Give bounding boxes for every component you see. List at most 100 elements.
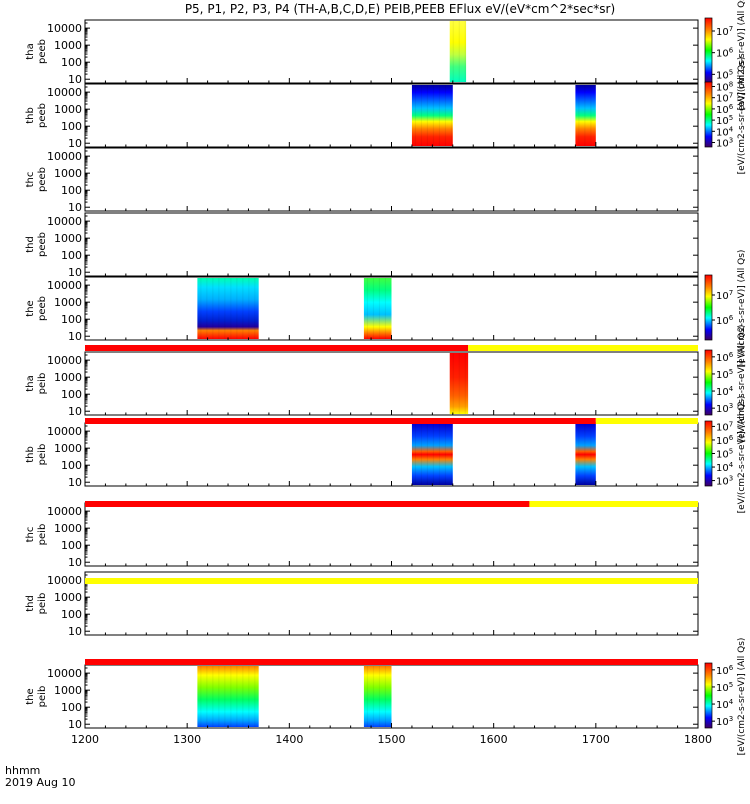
block-texture-stripe (464, 21, 466, 82)
panel-frame (84, 502, 699, 567)
block-texture-stripe (444, 424, 446, 485)
colorbar-scale (704, 274, 713, 341)
panel-label-probe: thc (25, 172, 36, 188)
y-tick-label: 10 (68, 718, 82, 731)
panel-label-product: peib (37, 524, 48, 546)
block-texture-stripe (254, 666, 256, 727)
colorbar-tick-label: 104 (716, 385, 734, 398)
panel-label-product: peib (37, 686, 48, 708)
colorbar-tick-label: 104 (716, 698, 734, 711)
spectrogram-block (197, 278, 259, 339)
colorbar-tick-label: 106 (716, 351, 734, 364)
spectrogram-block (197, 666, 259, 727)
date-label: 2019 Aug 10 (5, 776, 75, 789)
colorbar-label: [eV/(cm2-s-sr-eV)] (All Qs) (737, 250, 747, 368)
y-tick-label: 10000 (47, 86, 82, 99)
y-tick-label: 100 (61, 313, 82, 326)
y-tick-label: 1000 (54, 371, 82, 384)
block-texture-stripe (578, 424, 580, 485)
y-tick-label: 1000 (54, 442, 82, 455)
y-tick-label: 100 (61, 539, 82, 552)
colorbar-label: [eV/(cm2-s-sr-eV)] (All Qs) (737, 0, 747, 110)
spectrogram-block (363, 278, 392, 339)
x-tick-label: 1600 (480, 733, 508, 746)
block-texture-stripe (578, 85, 580, 146)
panel-thc-peib: 10 100 1000 10000 thc peib (25, 502, 699, 569)
block-texture-stripe (212, 278, 214, 339)
y-tick-label: 10000 (47, 425, 82, 438)
y-tick-label: 10000 (47, 354, 82, 367)
status-segment-red (85, 418, 596, 424)
block-texture-stripe (384, 666, 386, 727)
block-texture-stripe (438, 424, 440, 485)
status-segment-red (85, 501, 530, 507)
y-tick-label: 10000 (47, 574, 82, 587)
block-texture-stripe (236, 278, 238, 339)
spectrogram-block (363, 666, 392, 727)
block-texture-stripe (218, 278, 220, 339)
x-tick-label: 1500 (378, 733, 406, 746)
block-texture-stripe (218, 666, 220, 727)
status-segment-yellow (595, 418, 698, 424)
colorbar-label: [eV/(cm2-s-sr-eV)] (All Qs) (737, 325, 747, 443)
panel-thd-peeb: 10 100 1000 10000 thd peeb (25, 212, 699, 279)
colorbar-tick-label: 103 (716, 475, 733, 488)
spectrogram-block (449, 353, 469, 414)
y-tick-label: 100 (61, 120, 82, 133)
panel-frame (84, 212, 699, 277)
block-texture-stripe (414, 424, 416, 485)
y-tick-label: 1000 (54, 296, 82, 309)
spectrogram-block (575, 85, 596, 146)
panel-label-probe: thd (25, 236, 36, 253)
spectrogram-block (575, 424, 596, 485)
panel-label-probe: the (25, 300, 36, 316)
panel-thc-peeb: 10 100 1000 10000 thc peeb (25, 147, 699, 214)
status-bar (85, 578, 698, 584)
y-tick-label: 100 (61, 388, 82, 401)
panel-label-probe: tha (25, 375, 36, 391)
y-tick-label: 100 (61, 249, 82, 262)
x-axis-label: hhmm (5, 764, 40, 777)
block-texture-stripe (384, 278, 386, 339)
colorbar-tick-label: 103 (716, 402, 733, 415)
y-tick-label: 10 (68, 476, 82, 489)
panel-label-probe: the (25, 688, 36, 704)
y-tick-label: 10000 (47, 22, 82, 35)
spectrogram-block (411, 424, 453, 485)
panel-frame (84, 351, 699, 416)
spectrogram-block (411, 85, 453, 146)
panel-tha-peeb: 10 100 1000 10000 tha peeb 107 106 105 [eV/(cm2-s… (25, 0, 747, 110)
block-texture-stripe (414, 85, 416, 146)
x-tick-label: 1800 (684, 733, 712, 746)
colorbar-tick-label: 103 (716, 137, 733, 150)
block-texture-stripe (432, 424, 434, 485)
colorbar-label: [eV/(cm2-s-sr-eV)] (All Qs) (737, 638, 747, 756)
status-segment-red (85, 345, 469, 351)
colorbar-tick-label: 105 (716, 448, 733, 461)
y-tick-label: 100 (61, 459, 82, 472)
status-segment-yellow (85, 578, 698, 584)
x-axis: 1200 1300 1400 1500 1600 1700 1800 (71, 733, 712, 746)
colorbar-scale (704, 81, 713, 148)
x-tick-label: 1400 (275, 733, 303, 746)
y-tick-label: 100 (61, 701, 82, 714)
colorbar-scale (704, 420, 713, 487)
y-tick-label: 10 (68, 201, 82, 214)
y-tick-label: 10000 (47, 505, 82, 518)
status-bar (85, 345, 698, 351)
block-texture-stripe (590, 424, 592, 485)
y-tick-label: 1000 (54, 39, 82, 52)
y-tick-label: 10 (68, 73, 82, 86)
y-tick-label: 10 (68, 556, 82, 569)
panel-tha-peib: 10 100 1000 10000 tha peib 106 105 104 103 [eV/(cm… (25, 325, 747, 443)
panel-thb-peeb: 10 100 1000 10000 thb peeb 108107106105104103[… (25, 57, 747, 175)
panel-label-product: peeb (37, 39, 48, 64)
colorbar-scale (704, 662, 713, 729)
panel-label-probe: thb (25, 107, 36, 124)
x-tick-label: 1200 (71, 733, 99, 746)
spectrogram-block (449, 21, 467, 82)
panel-frame (84, 19, 699, 84)
block-texture-stripe (590, 85, 592, 146)
